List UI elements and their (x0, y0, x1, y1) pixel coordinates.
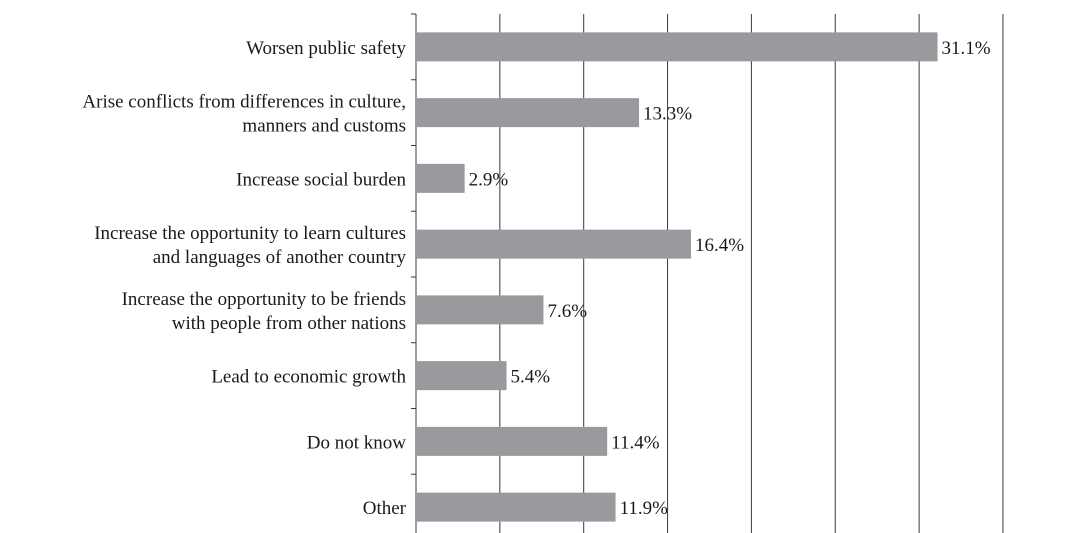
bar (416, 98, 640, 128)
value-label: 16.4% (695, 235, 744, 256)
value-label: 11.9% (620, 498, 669, 519)
category-label: Arise conflicts from differences in cult… (82, 92, 406, 113)
category-label: manners and customs (242, 116, 406, 137)
category-label: Lead to economic growth (211, 367, 406, 388)
category-label: Do not know (307, 432, 407, 453)
bar (416, 163, 465, 193)
bar (416, 492, 616, 522)
category-label: Increase the opportunity to learn cultur… (94, 223, 406, 244)
value-label: 11.4% (611, 432, 660, 453)
value-label: 31.1% (942, 38, 991, 59)
value-label: 5.4% (511, 367, 551, 388)
value-label: 2.9% (469, 169, 509, 190)
category-label: Worsen public safety (246, 38, 406, 59)
category-label: Increase social burden (236, 169, 406, 190)
bar (416, 426, 608, 456)
category-label: with people from other nations (172, 313, 406, 334)
value-label: 7.6% (547, 301, 587, 322)
bar (416, 32, 938, 62)
bar (416, 361, 507, 391)
bar (416, 229, 692, 259)
category-label: Increase the opportunity to be friends (122, 289, 406, 310)
category-label: Other (363, 498, 407, 519)
bar (416, 295, 544, 325)
value-label: 13.3% (643, 104, 692, 125)
category-label: and languages of another country (153, 247, 407, 268)
